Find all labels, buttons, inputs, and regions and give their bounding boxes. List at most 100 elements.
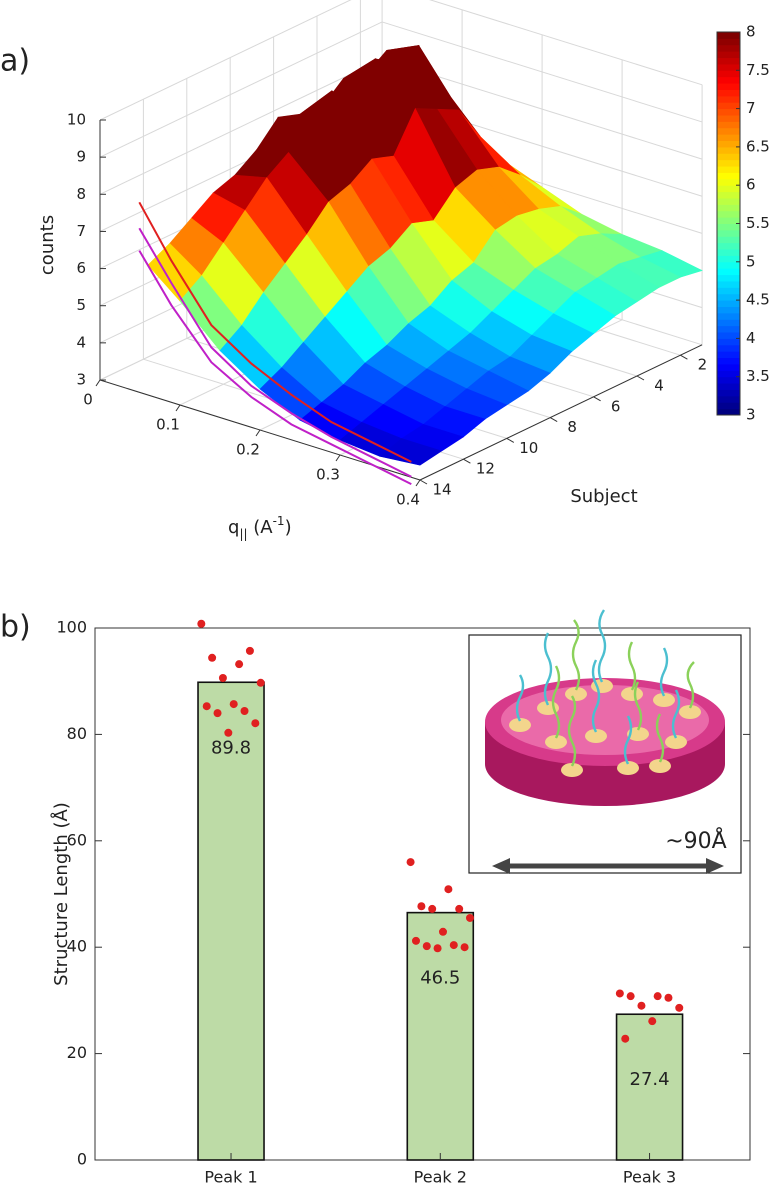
q-axis-label-part: q	[228, 517, 239, 538]
subject-tick	[463, 458, 471, 464]
colorbar-band	[717, 383, 740, 390]
q-tick	[255, 429, 261, 437]
data-point	[218, 674, 227, 683]
colorbar-band	[717, 332, 740, 339]
z-tick-label: 4	[76, 333, 86, 351]
colorbar-band	[717, 351, 740, 359]
colorbar-band	[717, 121, 740, 129]
colorbar-band	[717, 236, 740, 244]
q-tick	[335, 454, 341, 462]
colorbar-band	[717, 217, 740, 224]
colorbar-band	[717, 242, 740, 250]
colorbar-band	[717, 268, 740, 276]
colorbar-band	[717, 312, 740, 320]
subject-tick	[549, 417, 558, 423]
value-label: 46.5	[420, 968, 460, 989]
colorbar-band	[717, 306, 740, 314]
z-tick-label: 10	[67, 111, 86, 129]
colorbar-tick-label: 6	[746, 176, 756, 194]
colorbar-tick-label: 8	[746, 23, 756, 41]
y-tick-label: 80	[67, 724, 87, 743]
colorbar-band	[717, 159, 740, 167]
q-axis-label: q|| (A-1)	[228, 514, 292, 541]
colorbar-band	[717, 95, 740, 103]
data-point	[428, 904, 437, 913]
data-point	[245, 646, 254, 655]
data-point	[256, 678, 265, 687]
colorbar-band	[717, 114, 740, 122]
colorbar-band	[717, 146, 740, 154]
data-point	[626, 992, 635, 1001]
colorbar-band	[717, 166, 740, 173]
colorbar-band	[717, 274, 740, 282]
z-tick-label: 7	[76, 222, 86, 240]
data-point	[460, 943, 469, 952]
z-tick-label: 6	[76, 259, 86, 277]
colorbar-band	[717, 32, 740, 39]
colorbar-band	[717, 370, 740, 378]
colorbar-band	[717, 140, 740, 148]
value-label: 27.4	[630, 1069, 670, 1090]
inset-label: ~90Å	[665, 827, 726, 854]
data-point	[208, 653, 217, 662]
data-point	[455, 904, 464, 913]
colorbar-band	[717, 153, 740, 161]
q-tick-label: 0	[83, 391, 93, 409]
subject-tick	[636, 375, 645, 381]
y-tick-label: 40	[67, 937, 87, 956]
y-tick-label: 100	[56, 618, 87, 637]
subject-tick-label: 12	[476, 460, 495, 478]
colorbar-band	[717, 261, 740, 269]
data-point	[433, 944, 442, 953]
data-point	[197, 619, 206, 628]
anchors	[509, 679, 701, 777]
data-point	[406, 858, 415, 867]
colorbar-band	[717, 134, 740, 142]
colorbar-band	[717, 376, 740, 384]
subject-tick	[593, 396, 601, 402]
subject-axis	[419, 344, 703, 481]
data-point	[224, 728, 233, 737]
data-point	[235, 660, 244, 669]
profile-curve	[138, 250, 412, 486]
y-tick-label: 0	[77, 1150, 87, 1169]
colorbar-band	[717, 44, 740, 52]
colorbar-band	[717, 172, 740, 180]
data-point	[417, 902, 426, 911]
colorbar-band	[717, 338, 740, 346]
value-label: 89.8	[211, 737, 251, 758]
data-point	[202, 702, 211, 711]
colorbar-tick-label: 4	[746, 329, 756, 347]
q-tick-label: 0.1	[156, 416, 180, 434]
colorbar-band	[717, 325, 740, 333]
colorbar-band	[717, 127, 740, 135]
colorbar-band	[717, 185, 740, 193]
data-point	[422, 942, 431, 951]
subject-tick-label: 14	[432, 481, 451, 499]
z-axis-label: counts	[37, 215, 58, 275]
data-point	[465, 913, 474, 922]
colorbar-band	[717, 63, 740, 71]
data-point	[653, 992, 662, 1001]
colorbar-band	[717, 70, 740, 78]
x-tick-label: Peak 3	[623, 1168, 676, 1187]
data-point	[251, 719, 260, 728]
q-tick-label: 0.3	[316, 466, 340, 484]
subject-tick-label: 2	[698, 356, 708, 374]
colorbar-band	[717, 402, 740, 410]
colorbar-band	[717, 197, 740, 205]
subject-tick-label: 6	[611, 397, 621, 415]
colorbar-tick-label: 3.5	[746, 367, 770, 385]
grid-line	[99, 58, 383, 195]
colorbar-band	[717, 395, 740, 403]
helices	[515, 609, 695, 767]
colorbar-tick-label: 7	[746, 99, 756, 117]
colorbar-tick-label: 5	[746, 252, 756, 270]
q-tick-label: 0.4	[396, 491, 420, 509]
data-point	[411, 936, 420, 945]
z-tick-label: 5	[76, 296, 86, 314]
data-point	[615, 989, 624, 998]
profile-curve	[138, 227, 412, 478]
grid-line	[99, 21, 383, 158]
q-tick-label: 0.2	[236, 441, 260, 459]
